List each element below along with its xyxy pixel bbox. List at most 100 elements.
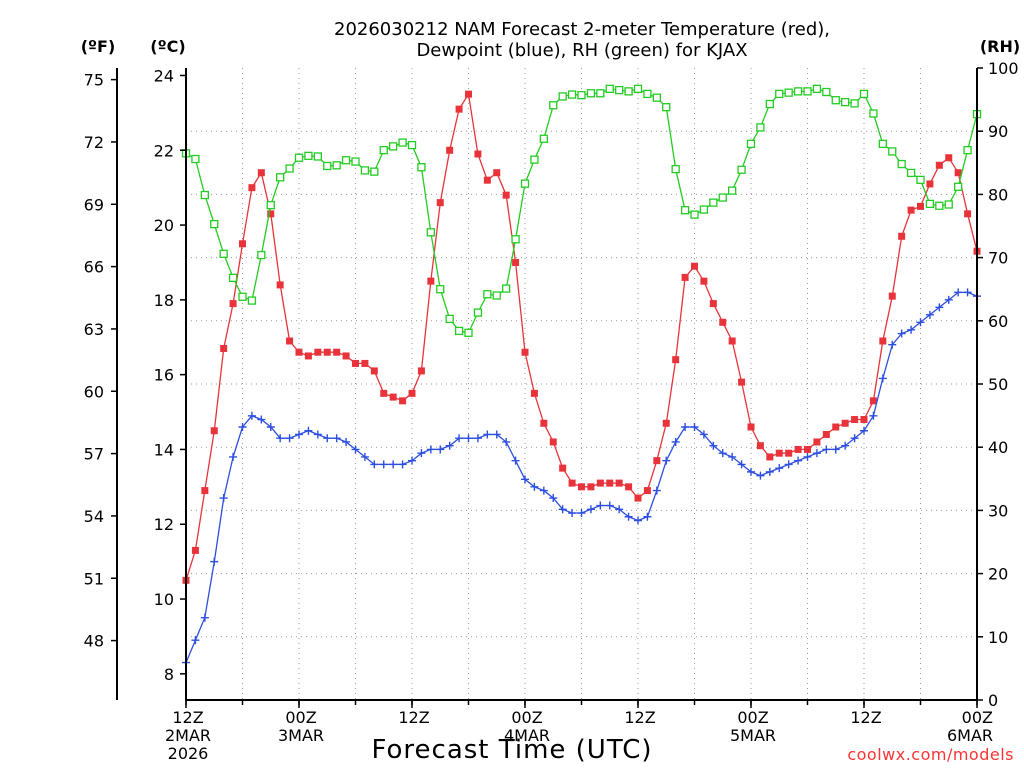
rh-point xyxy=(906,168,916,178)
dewpoint-point xyxy=(558,505,567,514)
chart-title: 2026030212 NAM Forecast 2-meter Temperat… xyxy=(334,19,830,61)
rh-point xyxy=(379,146,388,155)
dewpoint-point xyxy=(775,464,784,473)
dewpoint-point xyxy=(850,434,859,443)
rh-tick-label: 40 xyxy=(988,438,1008,457)
rh-point xyxy=(615,85,624,95)
rh-point xyxy=(935,201,944,210)
temperature-point xyxy=(634,494,642,502)
dewpoint-point xyxy=(257,415,266,424)
dewpoint-point xyxy=(878,374,887,383)
temperature-point xyxy=(822,430,830,438)
temperature-point xyxy=(756,442,764,450)
dewpoint-point xyxy=(963,288,972,297)
temperature-point xyxy=(625,483,633,491)
rh-point xyxy=(737,165,746,174)
dewpoint-point xyxy=(295,430,303,439)
dewpoint-point xyxy=(426,445,435,454)
temperature-point xyxy=(257,169,265,177)
temperature-point xyxy=(333,348,341,356)
rh-point xyxy=(652,93,661,102)
time-tick-label: 5MAR xyxy=(730,726,776,745)
rh-point xyxy=(624,87,633,96)
time-tick-label: 00Z xyxy=(511,708,542,727)
temperature-point xyxy=(352,359,359,367)
dewpoint-point xyxy=(342,437,351,446)
rh-point xyxy=(897,159,906,169)
temperature-point xyxy=(719,318,727,326)
temperature-point xyxy=(380,389,388,397)
dewpoint-point xyxy=(219,494,228,503)
rh-point xyxy=(793,87,803,96)
dewpoint-point xyxy=(247,411,256,420)
rh-point xyxy=(878,139,887,148)
dewpoint-point xyxy=(200,613,209,622)
time-tick-label: 12Z xyxy=(172,708,203,727)
rh-point xyxy=(567,90,577,99)
rh-point xyxy=(549,101,558,110)
dewpoint-point xyxy=(869,411,878,420)
rh-point xyxy=(191,154,200,164)
temperature-point xyxy=(709,300,717,308)
fahrenheit-tick-label: 69 xyxy=(84,195,104,214)
rh-point xyxy=(313,152,322,161)
temperature-point xyxy=(794,445,802,453)
rh-point xyxy=(812,84,822,94)
rh-line xyxy=(185,88,978,334)
dewpoint-point xyxy=(483,430,492,439)
temperature-point xyxy=(427,277,435,285)
dewpoint-point xyxy=(615,505,624,514)
temperature-point xyxy=(342,352,350,360)
dewpoint-point xyxy=(445,441,454,450)
temperature-point xyxy=(408,389,416,397)
dewpoint-point xyxy=(747,467,755,476)
rh-point xyxy=(822,87,831,97)
rh-point xyxy=(916,175,925,185)
x-axis-label: Forecast Time (UTC) xyxy=(371,735,652,765)
temperature-point xyxy=(417,367,425,375)
rh-point xyxy=(238,292,247,301)
temperature-point xyxy=(700,277,708,285)
temperature-point xyxy=(512,258,520,266)
dewpoint-point xyxy=(860,426,868,435)
dewpoint-series xyxy=(182,288,981,667)
dewpoint-point xyxy=(737,460,746,469)
dewpoint-point xyxy=(935,303,944,312)
temperature-point xyxy=(766,453,774,461)
rh-point xyxy=(888,147,897,156)
fahrenheit-tick-label: 63 xyxy=(84,320,104,339)
rh-point xyxy=(294,153,304,162)
dewpoint-point xyxy=(812,449,821,458)
temperature-point xyxy=(483,176,491,184)
time-tick-label: 12Z xyxy=(850,708,881,727)
dewpoint-point xyxy=(718,449,727,458)
temperature-point xyxy=(907,206,915,214)
dewpoint-point xyxy=(285,434,294,443)
source-credit: coolwx.com/models xyxy=(847,745,1014,764)
rh-point xyxy=(925,199,935,209)
rh-point xyxy=(605,84,614,94)
rh-tick-label: 80 xyxy=(988,185,1008,204)
rh-point xyxy=(502,284,511,293)
dewpoint-point xyxy=(944,295,953,304)
temperature-point xyxy=(229,300,237,308)
dewpoint-point xyxy=(417,449,426,458)
temperature-point xyxy=(662,419,670,427)
temperature-point xyxy=(248,184,256,192)
rh-point xyxy=(963,146,972,155)
time-tick-label: 2026 xyxy=(168,744,209,763)
dewpoint-point xyxy=(436,445,445,454)
celsius-tick-label: 16 xyxy=(154,366,174,385)
temperature-point xyxy=(775,449,783,457)
rh-point xyxy=(850,99,859,108)
celsius-tick-label: 18 xyxy=(154,291,174,310)
temperature-point xyxy=(681,273,689,281)
dewpoint-point xyxy=(398,460,407,469)
temperature-point xyxy=(832,423,840,431)
dewpoint-point xyxy=(408,456,416,465)
rh-point xyxy=(869,109,878,118)
dewpoint-point xyxy=(539,486,548,495)
rh-tick-label: 90 xyxy=(988,122,1008,141)
dewpoint-point xyxy=(671,437,680,446)
rh-point xyxy=(304,151,313,160)
